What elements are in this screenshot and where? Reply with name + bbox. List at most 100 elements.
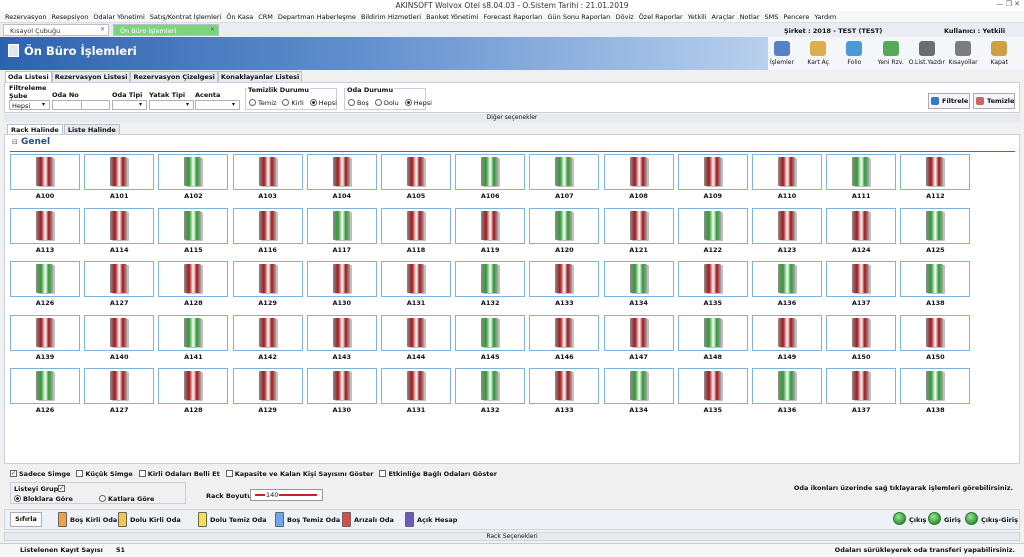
room-label[interactable]: A125 [926, 245, 945, 254]
dropdown[interactable] [149, 100, 194, 110]
menu-item[interactable]: Satış/Kontrat İşlemleri [149, 13, 222, 21]
room-label[interactable]: A115 [184, 245, 203, 254]
room-label[interactable]: A107 [555, 192, 574, 200]
room-label[interactable]: A111 [851, 192, 871, 200]
subtab[interactable]: Konaklayanlar Listesi [217, 71, 303, 82]
room-door[interactable] [629, 264, 647, 293]
view-tab[interactable]: Rack Halinde [7, 124, 63, 134]
room-door[interactable] [36, 157, 53, 186]
menu-item[interactable]: Özel Raporlar [638, 13, 683, 21]
room-label[interactable]: A103 [258, 192, 277, 200]
room-label[interactable]: A104 [332, 192, 352, 200]
radio[interactable] [282, 99, 290, 106]
room-label[interactable]: A142 [258, 352, 277, 361]
room-label[interactable]: A134 [629, 299, 648, 307]
dropdown-arrow[interactable]: ▾ [232, 101, 236, 108]
room-label[interactable]: A139 [35, 352, 55, 361]
dropdown[interactable] [112, 100, 147, 110]
room-door[interactable] [258, 157, 276, 186]
room-label[interactable]: A102 [184, 192, 203, 200]
room-label[interactable]: A143 [332, 352, 352, 361]
toolbar-label[interactable]: Folio [847, 59, 862, 66]
room-door[interactable] [555, 317, 573, 347]
room-door[interactable] [703, 317, 721, 347]
room-label[interactable]: A147 [629, 352, 648, 361]
group-list-label[interactable]: Listeyi Grupla [14, 485, 65, 493]
room-label[interactable]: A132 [480, 406, 500, 414]
room-door[interactable] [407, 210, 424, 240]
room-door[interactable] [926, 157, 944, 186]
room-label[interactable]: A117 [332, 245, 352, 254]
action-label[interactable]: Giriş [944, 516, 961, 524]
action-label[interactable]: Çıkış-Giriş [981, 516, 1018, 524]
room-door[interactable] [258, 210, 276, 240]
radio-label[interactable]: Hepsi [413, 99, 432, 107]
tab-close[interactable]: ✕ [210, 26, 216, 33]
room-door[interactable] [407, 371, 424, 400]
room-label[interactable]: A124 [851, 245, 871, 254]
room-door[interactable] [852, 210, 870, 240]
room-label[interactable]: A138 [926, 299, 945, 307]
room-door[interactable] [481, 210, 499, 240]
room-door[interactable] [407, 317, 424, 347]
checkbox-label[interactable]: Sadece Simge [19, 470, 71, 478]
menu-item[interactable]: Odalar Yönetimi [93, 13, 145, 21]
room-door[interactable] [926, 371, 944, 400]
room-label[interactable]: A119 [480, 245, 500, 254]
toolbar-label[interactable]: İşlemler [770, 59, 794, 66]
room-door[interactable] [703, 157, 721, 186]
room-door[interactable] [629, 210, 647, 240]
room-label[interactable]: A129 [258, 299, 277, 307]
room-door[interactable] [184, 264, 202, 293]
room-label[interactable]: A106 [480, 192, 500, 200]
room-door[interactable] [36, 317, 53, 347]
room-door[interactable] [555, 210, 573, 240]
room-label[interactable]: A127 [109, 406, 129, 414]
room-door[interactable] [852, 371, 870, 400]
room-door[interactable] [629, 157, 647, 186]
room-label[interactable]: A136 [777, 299, 797, 307]
checkbox[interactable] [138, 470, 146, 477]
room-label[interactable]: A131 [406, 299, 426, 307]
room-door[interactable] [481, 317, 499, 347]
checkbox[interactable]: ✓ [10, 470, 17, 477]
room-door[interactable] [332, 371, 350, 400]
room-label[interactable]: A144 [406, 352, 426, 361]
room-label[interactable]: A150 [926, 352, 945, 361]
checkbox-label[interactable]: Küçük Simge [85, 470, 133, 478]
room-door[interactable] [778, 371, 795, 400]
room-door[interactable] [555, 157, 573, 186]
menu-item[interactable]: CRM [258, 13, 273, 21]
menu-item[interactable]: Bildirim Hizmetleri [360, 13, 422, 21]
room-label[interactable]: A131 [406, 406, 426, 414]
room-label[interactable]: A138 [926, 406, 945, 414]
menu-item[interactable]: Gün Sonu Raporları [547, 13, 611, 21]
room-door[interactable] [926, 210, 944, 240]
button-icon[interactable] [931, 97, 939, 105]
room-door[interactable] [258, 317, 276, 347]
room-door[interactable] [703, 210, 721, 240]
dropdown[interactable] [195, 100, 240, 110]
room-door[interactable] [481, 264, 499, 293]
room-label[interactable]: A150 [851, 352, 871, 361]
room-door[interactable] [703, 371, 721, 400]
room-door[interactable] [703, 264, 721, 293]
checkbox-label[interactable]: Kapasite ve Kalan Kişi Sayısını Göster [234, 470, 374, 478]
menu-item[interactable]: Rezervasyon [5, 13, 47, 21]
room-door[interactable] [926, 264, 944, 293]
menu-item[interactable]: Yardım [814, 13, 837, 21]
room-door[interactable] [555, 264, 573, 293]
room-label[interactable]: A114 [109, 245, 129, 254]
room-door[interactable] [332, 317, 350, 347]
group-toggle[interactable]: ⊟ [12, 138, 18, 146]
button-label[interactable]: Filtrele [942, 97, 969, 105]
room-door[interactable] [852, 317, 870, 347]
action-icon[interactable] [928, 512, 941, 525]
radio[interactable] [348, 99, 355, 106]
room-label[interactable]: A129 [258, 406, 277, 414]
menu-item[interactable]: Yetkili [687, 13, 707, 21]
room-label[interactable]: A133 [555, 299, 574, 307]
action-label[interactable]: Çıkış [909, 516, 927, 524]
radio[interactable] [249, 99, 256, 106]
menu-item[interactable]: Araçlar [711, 13, 735, 21]
